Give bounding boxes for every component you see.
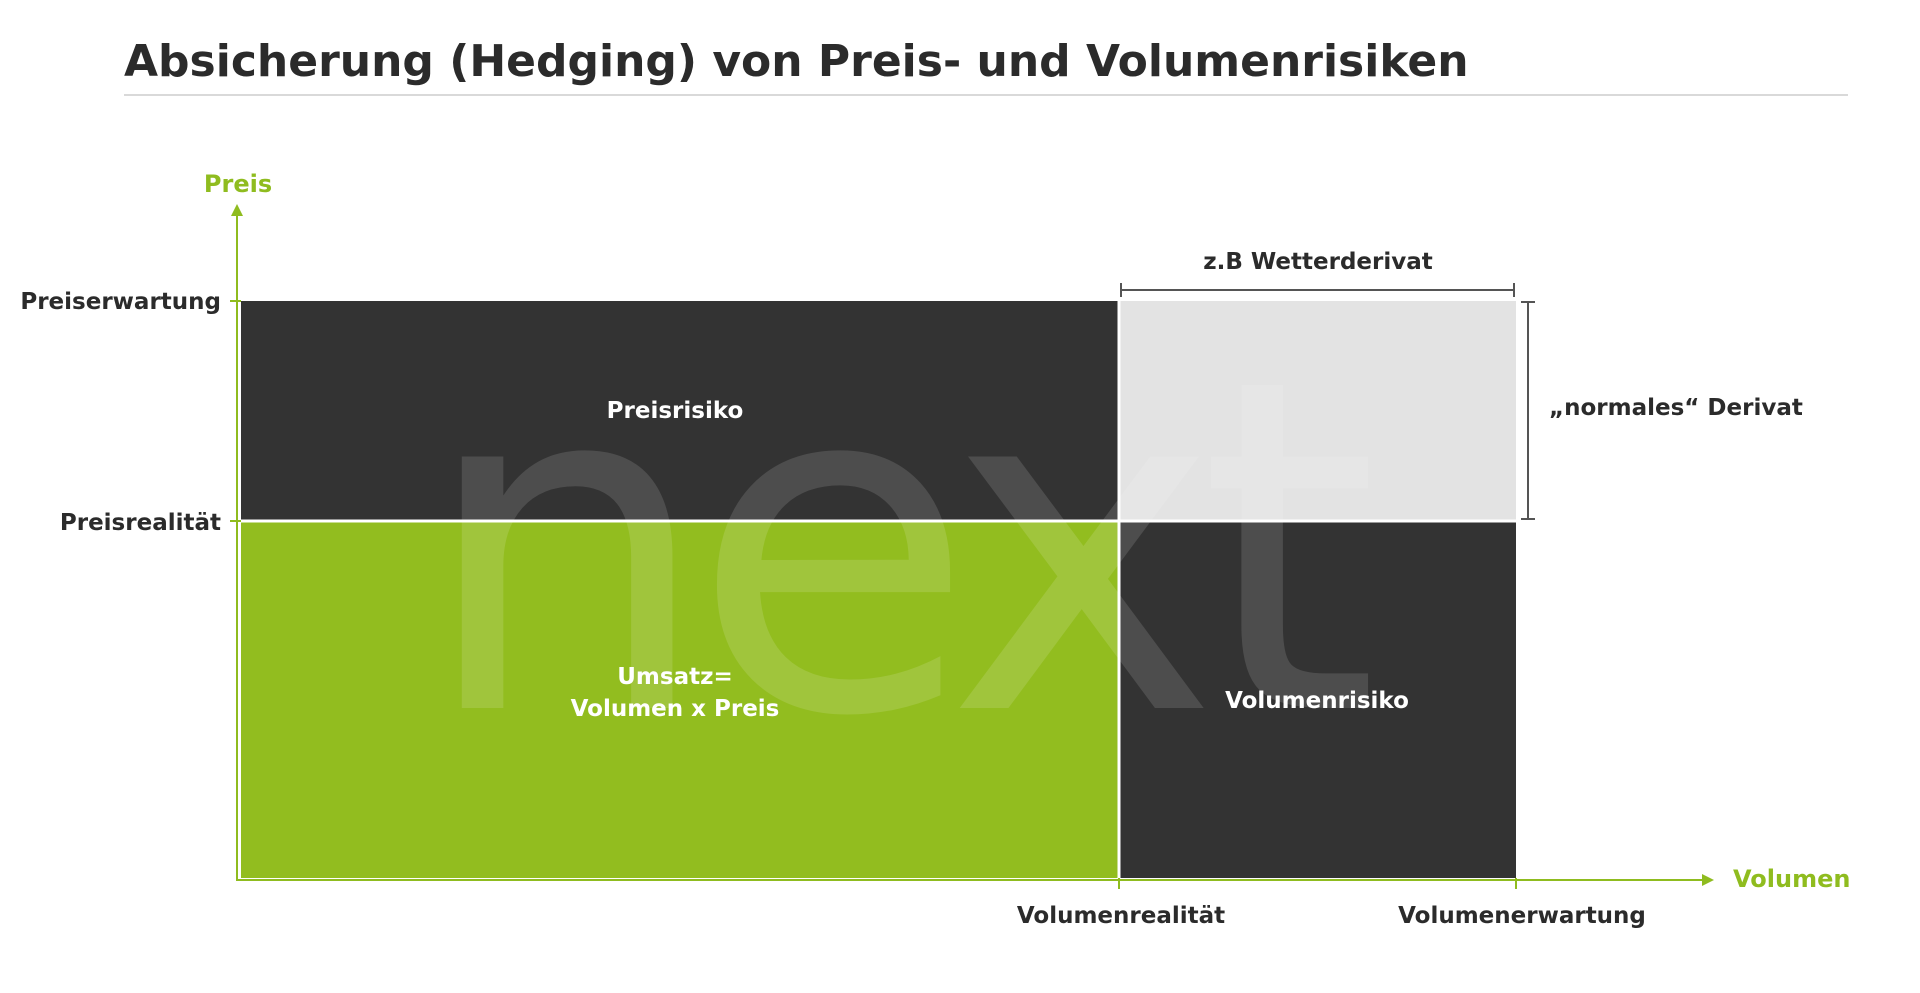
x-axis-label: Volumen [1733, 865, 1850, 893]
title-divider [124, 94, 1848, 96]
revenue-region [241, 521, 1119, 878]
top-bracket-label: z.B Wetterderivat [1203, 249, 1433, 275]
price-risk-region [241, 301, 1119, 521]
revenue-label-line1: Umsatz= [617, 664, 733, 690]
x-tick-label-volumenerwartung: Volumenerwartung [1398, 903, 1646, 929]
volume-risk-region [1119, 521, 1516, 878]
y-tick-label-preiserwartung: Preiserwartung [20, 289, 221, 315]
watermark-logo: next [420, 282, 1371, 817]
price-risk-label: Preisrisiko [607, 398, 744, 424]
page-title: Absicherung (Hedging) von Preis- und Vol… [124, 36, 1469, 87]
y-tick-label-preisrealitaet: Preisrealität [60, 510, 221, 536]
right-bracket-label: „normales“ Derivat [1549, 395, 1803, 421]
x-tick-label-volumenrealitaet: Volumenrealität [1017, 903, 1225, 929]
volume-risk-label: Volumenrisiko [1225, 688, 1409, 714]
revenue-label-line2: Volumen x Preis [571, 696, 780, 722]
weather-derivative-region [1119, 301, 1516, 521]
y-axis-label: Preis [204, 170, 272, 198]
